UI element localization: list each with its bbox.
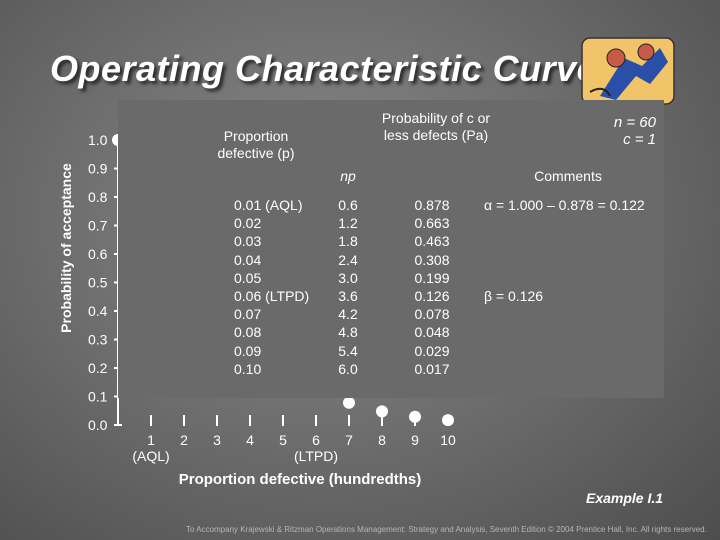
- y-tick-label: 0.0: [88, 417, 108, 433]
- x-axis-label: Proportion defective (hundredths): [178, 471, 422, 488]
- x-tick-sublabel: (AQL): [132, 448, 169, 464]
- y-tick-label: 0.7: [88, 218, 108, 234]
- cell-np: 4.2: [338, 306, 358, 323]
- cell-probability: 0.048: [414, 324, 450, 341]
- cell-np: 0.6: [338, 197, 358, 213]
- footer-credit: To Accompany Krajewski & Ritzman Operati…: [186, 525, 707, 534]
- cell-np: 1.8: [338, 233, 358, 250]
- y-tick-label: 1.0: [88, 132, 108, 148]
- x-axis-ticks: 1(AQL) 2 3 4 5 6(LTPD) 7 8 9 10: [132, 415, 456, 464]
- header-n-c: n = 60 c = 1: [586, 114, 656, 148]
- x-tick-label: 9: [411, 432, 419, 448]
- y-axis-ticks: 0.0 0.1 0.2 0.3 0.4 0.5 0.6 0.7 0.8 0.9 1.0: [88, 132, 122, 433]
- cell-probability: 0.308: [414, 251, 450, 268]
- cell-probability: 0.199: [414, 269, 450, 286]
- y-tick-label: 0.6: [88, 246, 108, 262]
- header-proportion-defective: Proportion defective (p): [196, 128, 316, 162]
- cell-np: 6.0: [338, 360, 358, 377]
- cell-comment: α = 1.000 – 0.878 = 0.122: [484, 197, 645, 213]
- header-comments: Comments: [534, 168, 602, 184]
- y-tick-label: 0.3: [88, 332, 108, 348]
- x-tick-label: 8: [378, 432, 386, 448]
- cell-probability: 0.126: [414, 288, 450, 304]
- header-probability-text: Probability of c or less defects (Pa): [381, 110, 491, 143]
- x-tick-label: 4: [246, 432, 254, 448]
- cell-np: 2.4: [338, 251, 358, 268]
- c-label: c = 1: [623, 131, 656, 148]
- y-tick-label: 0.8: [88, 189, 108, 205]
- slide-title: Operating Characteristic Curve: [50, 48, 598, 89]
- cell-probability: 0.663: [414, 215, 450, 232]
- x-tick-label: 6: [312, 432, 320, 448]
- header-probability: Probability of c or less defects (Pa): [380, 110, 492, 144]
- x-tick-label: 5: [279, 432, 287, 448]
- cell-probability: 0.078: [414, 306, 450, 323]
- y-axis-label: Probability of acceptance: [58, 163, 74, 333]
- cell-probability: 0.878: [414, 197, 450, 213]
- header-np: np: [340, 168, 356, 184]
- cell-np: 3.6: [338, 288, 358, 304]
- y-tick-label: 0.2: [88, 360, 108, 376]
- cell-probability: 0.029: [414, 342, 450, 359]
- cell-np: 1.2: [338, 215, 358, 232]
- cell-comment: β = 0.126: [484, 288, 544, 304]
- n-label: n = 60: [613, 114, 656, 131]
- x-tick-label: 2: [180, 432, 188, 448]
- cell-proportion: 0.04: [234, 251, 262, 268]
- data-point: [442, 414, 454, 427]
- cell-proportion: 0.05: [234, 269, 262, 286]
- y-tick-label: 0.4: [88, 303, 108, 319]
- x-tick-label: 1: [147, 432, 155, 448]
- y-tick-label: 0.1: [88, 389, 108, 405]
- cell-probability: 0.017: [414, 360, 450, 377]
- x-tick-label: 7: [345, 432, 353, 448]
- oc-table-panel: Proportion defective (p) np Probability …: [118, 100, 664, 398]
- x-tick-sublabel: (LTPD): [294, 448, 338, 464]
- cell-np: 5.4: [338, 342, 358, 359]
- cell-probability: 0.463: [414, 233, 450, 250]
- cell-proportion: 0.06 (LTPD): [234, 288, 310, 304]
- cell-proportion: 0.03: [234, 233, 262, 250]
- y-tick-label: 0.9: [88, 161, 108, 177]
- cell-proportion: 0.10: [234, 360, 262, 377]
- x-tick-label: 10: [440, 432, 456, 448]
- header-proportion-text: Proportion defective (p): [217, 128, 295, 161]
- cell-proportion: 0.07: [234, 306, 262, 323]
- cell-np: 4.8: [338, 324, 358, 341]
- cell-proportion: 0.02: [234, 215, 262, 232]
- cell-proportion: 0.09: [234, 342, 262, 359]
- cell-np: 3.0: [338, 269, 358, 286]
- data-point: [343, 396, 355, 409]
- y-tick-label: 0.5: [88, 275, 108, 291]
- mascot-illustration: [581, 37, 675, 105]
- data-point: [409, 410, 421, 423]
- example-label: Example I.1: [586, 490, 664, 506]
- cell-proportion: 0.01 (AQL): [234, 197, 303, 213]
- x-tick-label: 3: [213, 432, 221, 448]
- cell-proportion: 0.08: [234, 324, 262, 341]
- data-point: [376, 405, 388, 418]
